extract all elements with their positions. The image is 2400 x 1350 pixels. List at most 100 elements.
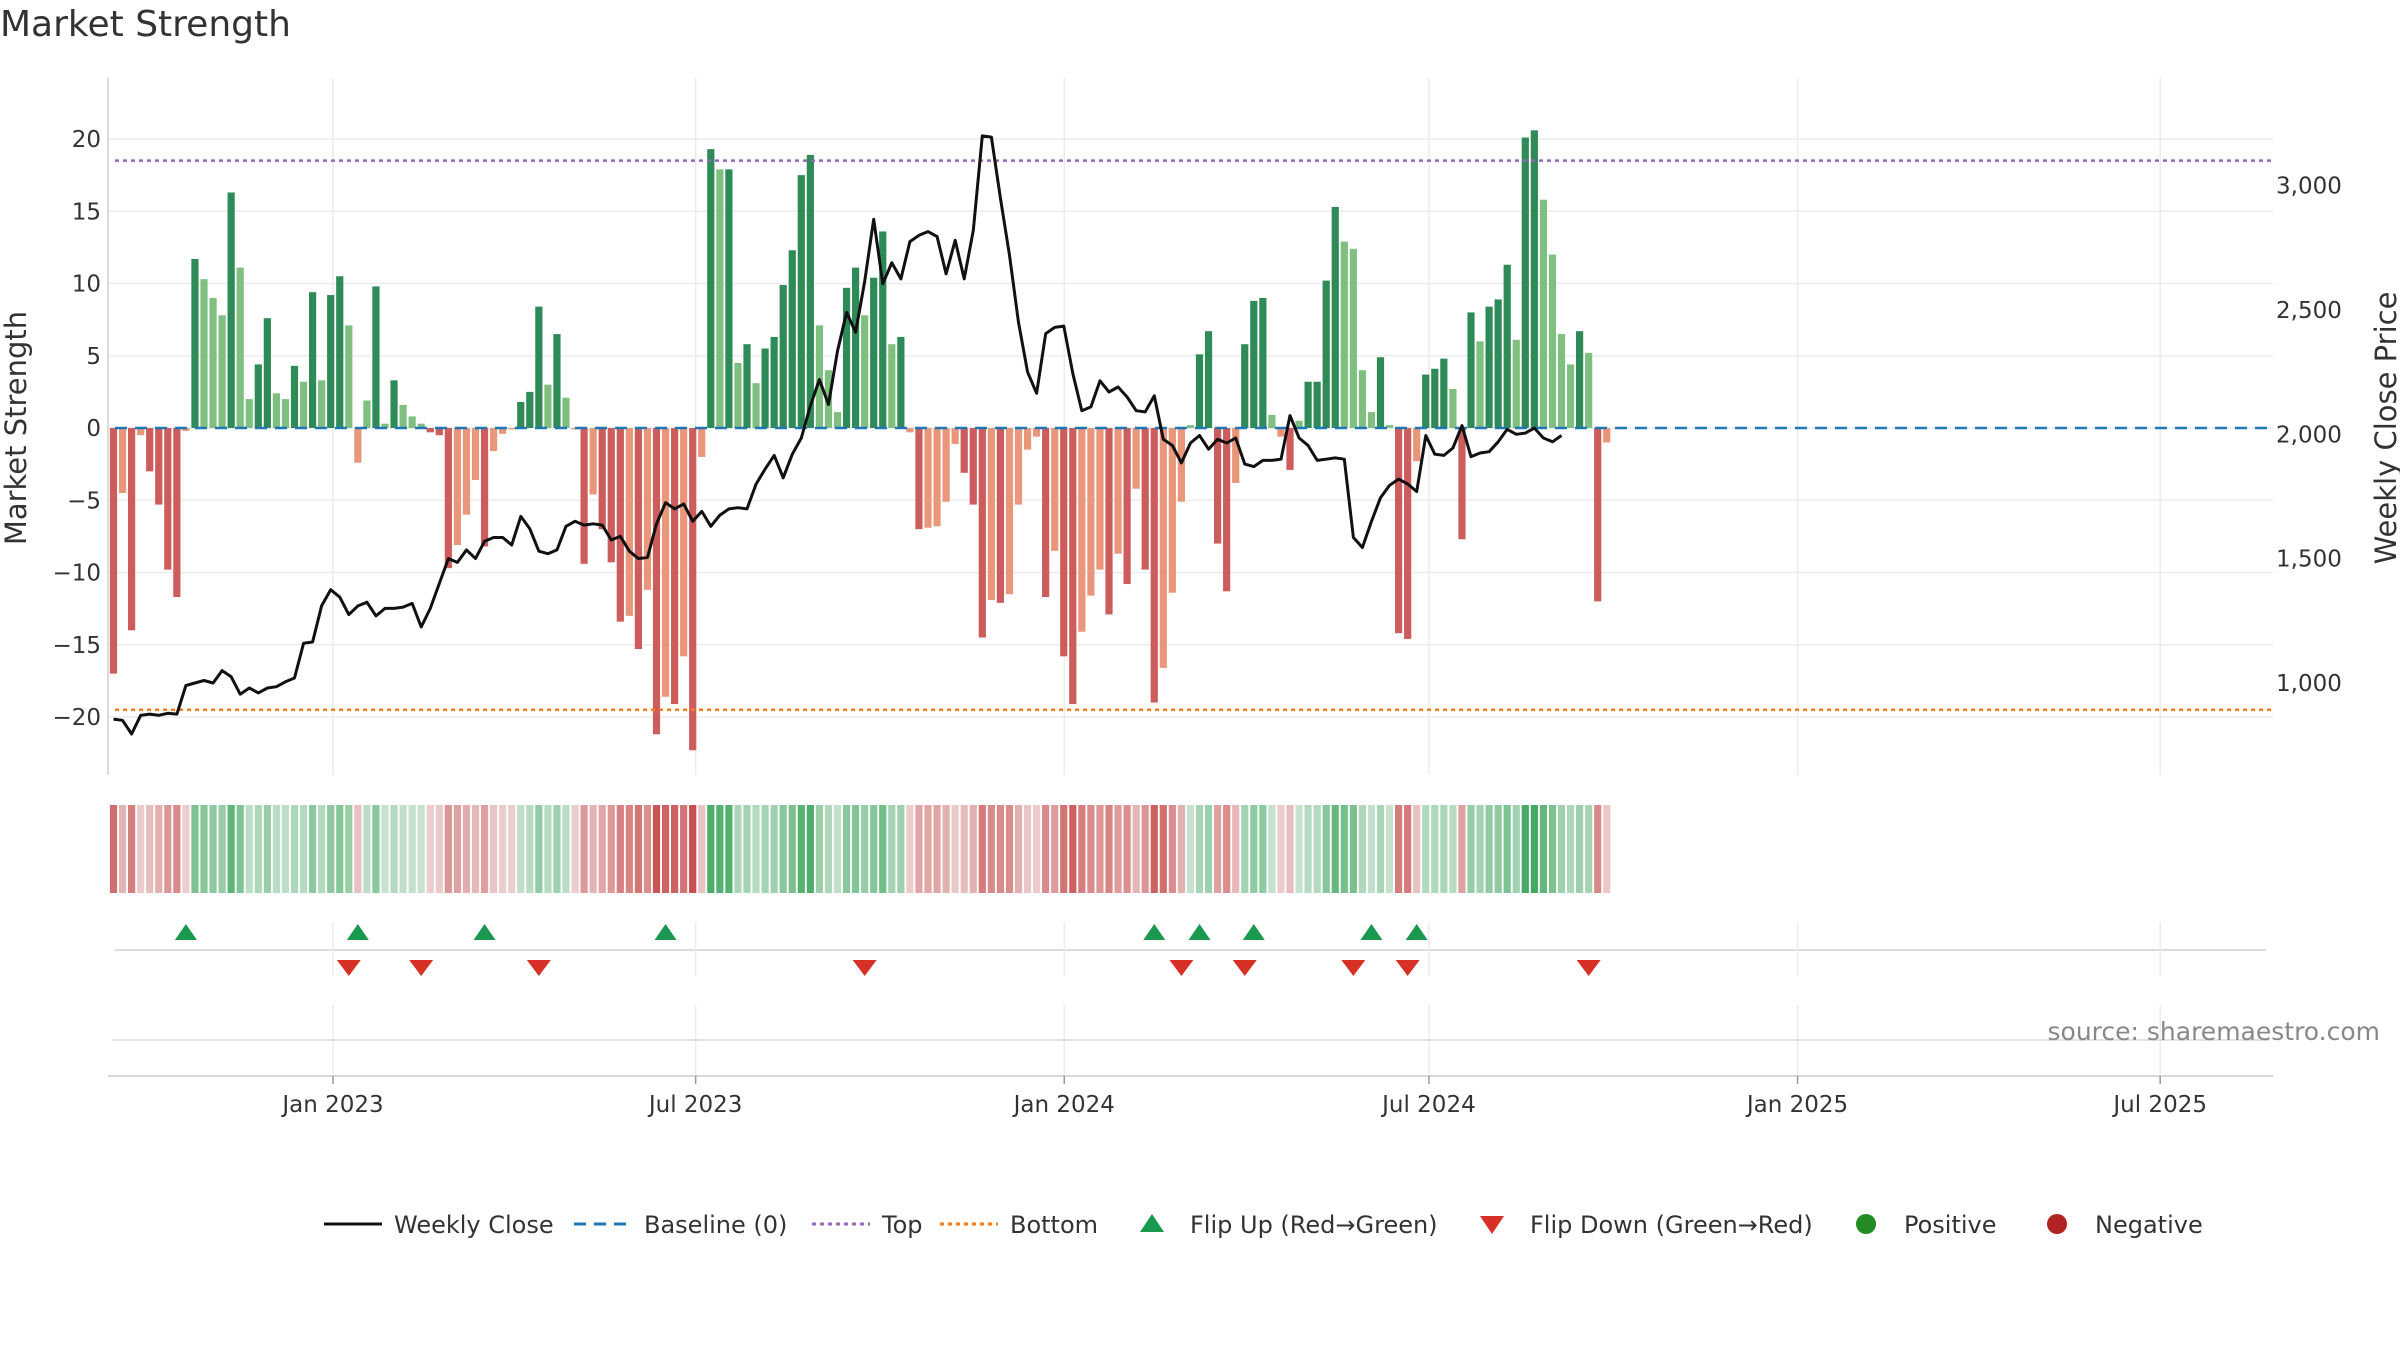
heat-cell xyxy=(734,805,742,893)
strength-bar xyxy=(643,428,652,590)
strength-bar xyxy=(146,428,154,472)
heat-cell xyxy=(1177,805,1185,893)
strength-bar xyxy=(924,428,932,528)
strength-bar xyxy=(191,258,199,428)
flip-down-marker xyxy=(852,960,877,976)
heat-cell xyxy=(137,805,145,893)
strength-bar xyxy=(1440,358,1448,428)
x-tick-label: Jul 2024 xyxy=(1380,1092,1476,1118)
strength-bar xyxy=(852,267,860,428)
strength-bar xyxy=(1576,331,1584,428)
strength-bar xyxy=(490,428,498,452)
heat-cell xyxy=(607,805,615,893)
strength-bar xyxy=(435,428,443,436)
heat-cell xyxy=(1268,805,1276,893)
strength-bar xyxy=(336,276,344,428)
heat-cell xyxy=(671,805,679,893)
heat-cell xyxy=(951,805,959,893)
heat-cell xyxy=(146,805,154,893)
flip-down-marker xyxy=(1576,960,1601,976)
strength-bar xyxy=(625,428,633,616)
heat-cell xyxy=(797,805,805,893)
heat-cell xyxy=(1295,805,1303,893)
legend-item: Baseline (0) xyxy=(574,1211,787,1239)
flip-down-marker xyxy=(1169,960,1194,976)
heat-cell xyxy=(263,805,271,893)
strength-bar xyxy=(589,428,597,495)
legend-item: Weekly Close xyxy=(324,1211,554,1239)
strength-bar xyxy=(1340,241,1348,428)
strength-bar xyxy=(1033,428,1041,437)
heat-cell xyxy=(861,805,869,893)
strength-bar xyxy=(1404,428,1412,639)
heat-cell xyxy=(209,805,217,893)
bars-layer xyxy=(109,130,1611,751)
x-tick-label: Jan 2024 xyxy=(1012,1092,1115,1118)
heat-cell xyxy=(616,805,624,893)
heat-cell xyxy=(318,805,326,893)
heat-cell xyxy=(499,805,507,893)
strength-bar xyxy=(1186,425,1195,428)
strength-bar xyxy=(137,428,145,436)
strength-bar xyxy=(580,428,588,564)
heat-cell xyxy=(281,805,290,893)
strength-bar xyxy=(942,428,950,502)
heatmap-strip-layer xyxy=(109,805,1611,893)
legend-item: Positive xyxy=(1856,1211,1997,1239)
bottom-axis-layer: Jan 2023 Jul 2023 Jan 2024 Jul 2024 Jan 2025… xyxy=(108,1005,2273,1118)
heat-cell xyxy=(164,805,172,893)
heat-cell xyxy=(227,805,235,893)
strength-bar xyxy=(1295,420,1303,428)
heat-cell xyxy=(752,805,760,893)
strength-bar xyxy=(1078,428,1086,632)
strength-bar xyxy=(263,318,271,428)
strength-bar xyxy=(1241,344,1249,428)
strength-bar xyxy=(1159,428,1167,668)
strength-bar xyxy=(1232,428,1240,483)
strength-bar xyxy=(716,169,724,428)
strength-bar xyxy=(526,391,534,428)
heat-cell xyxy=(1603,805,1611,893)
heat-cell xyxy=(1431,805,1439,893)
strength-bar xyxy=(553,334,561,428)
heat-cell xyxy=(327,805,335,893)
strength-bar xyxy=(707,149,715,429)
heat-cell xyxy=(743,805,751,893)
heat-cell xyxy=(598,805,606,893)
strength-bar xyxy=(951,428,959,444)
flip-up-marker xyxy=(1242,924,1265,940)
strength-bar xyxy=(508,428,516,430)
y-tick-left: 5 xyxy=(86,344,101,370)
strength-bar xyxy=(1512,339,1520,428)
strength-bar xyxy=(517,401,525,428)
heat-cell xyxy=(1060,805,1068,893)
legend-triangle-down-icon xyxy=(1480,1216,1504,1234)
strength-bar xyxy=(562,397,570,428)
strength-bar xyxy=(535,306,543,428)
heat-cell xyxy=(1539,805,1547,893)
heat-cell xyxy=(390,805,398,893)
y-tick-left: 15 xyxy=(72,199,101,225)
legend-label: Flip Down (Green→Red) xyxy=(1530,1211,1813,1239)
strength-bar xyxy=(1557,334,1566,428)
heat-cell xyxy=(1069,805,1077,893)
flip-up-marker xyxy=(1405,924,1428,940)
heat-cell xyxy=(1530,805,1538,893)
strength-bar xyxy=(978,428,986,638)
heat-cell xyxy=(987,805,995,893)
strength-bar xyxy=(1250,300,1258,428)
flip-up-marker xyxy=(473,924,496,940)
y-tick-left: −5 xyxy=(67,488,101,514)
strength-bar xyxy=(1603,428,1611,443)
strength-bar xyxy=(861,315,869,428)
legend-label: Negative xyxy=(2095,1211,2203,1239)
strength-bar xyxy=(1494,299,1502,428)
heat-cell xyxy=(218,805,226,893)
heat-cell xyxy=(779,805,787,893)
heat-cell xyxy=(833,805,842,893)
heat-cell xyxy=(1585,805,1593,893)
strength-bar xyxy=(1150,428,1158,703)
strength-bar xyxy=(779,284,787,428)
heat-cell xyxy=(1123,805,1131,893)
heat-cell xyxy=(1195,805,1204,893)
